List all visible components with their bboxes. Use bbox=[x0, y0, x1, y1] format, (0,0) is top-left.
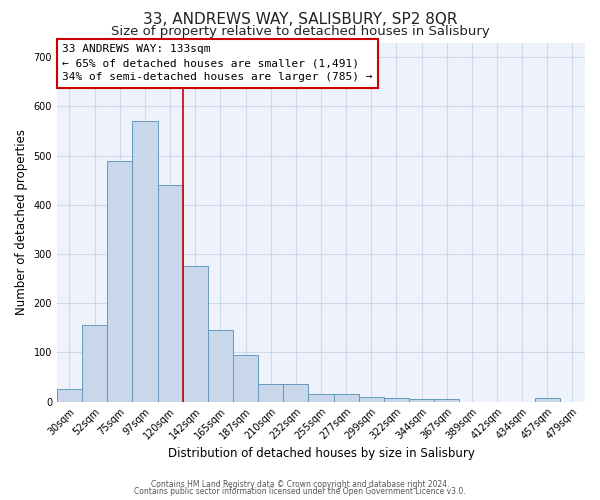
Bar bbox=[258, 384, 283, 402]
Y-axis label: Number of detached properties: Number of detached properties bbox=[15, 129, 28, 315]
Bar bbox=[334, 394, 359, 402]
Bar bbox=[133, 121, 158, 402]
X-axis label: Distribution of detached houses by size in Salisbury: Distribution of detached houses by size … bbox=[167, 447, 475, 460]
Bar bbox=[409, 399, 434, 402]
Bar bbox=[107, 160, 133, 402]
Bar bbox=[158, 185, 182, 402]
Text: Size of property relative to detached houses in Salisbury: Size of property relative to detached ho… bbox=[110, 25, 490, 38]
Text: 33, ANDREWS WAY, SALISBURY, SP2 8QR: 33, ANDREWS WAY, SALISBURY, SP2 8QR bbox=[143, 12, 457, 28]
Bar bbox=[308, 394, 334, 402]
Bar bbox=[82, 326, 107, 402]
Bar bbox=[434, 399, 459, 402]
Bar bbox=[57, 390, 82, 402]
Bar bbox=[535, 398, 560, 402]
Text: 33 ANDREWS WAY: 133sqm
← 65% of detached houses are smaller (1,491)
34% of semi-: 33 ANDREWS WAY: 133sqm ← 65% of detached… bbox=[62, 44, 373, 82]
Bar bbox=[208, 330, 233, 402]
Text: Contains HM Land Registry data © Crown copyright and database right 2024.: Contains HM Land Registry data © Crown c… bbox=[151, 480, 449, 489]
Bar bbox=[384, 398, 409, 402]
Text: Contains public sector information licensed under the Open Government Licence v3: Contains public sector information licen… bbox=[134, 488, 466, 496]
Bar bbox=[283, 384, 308, 402]
Bar bbox=[233, 355, 258, 402]
Bar bbox=[182, 266, 208, 402]
Bar bbox=[359, 396, 384, 402]
